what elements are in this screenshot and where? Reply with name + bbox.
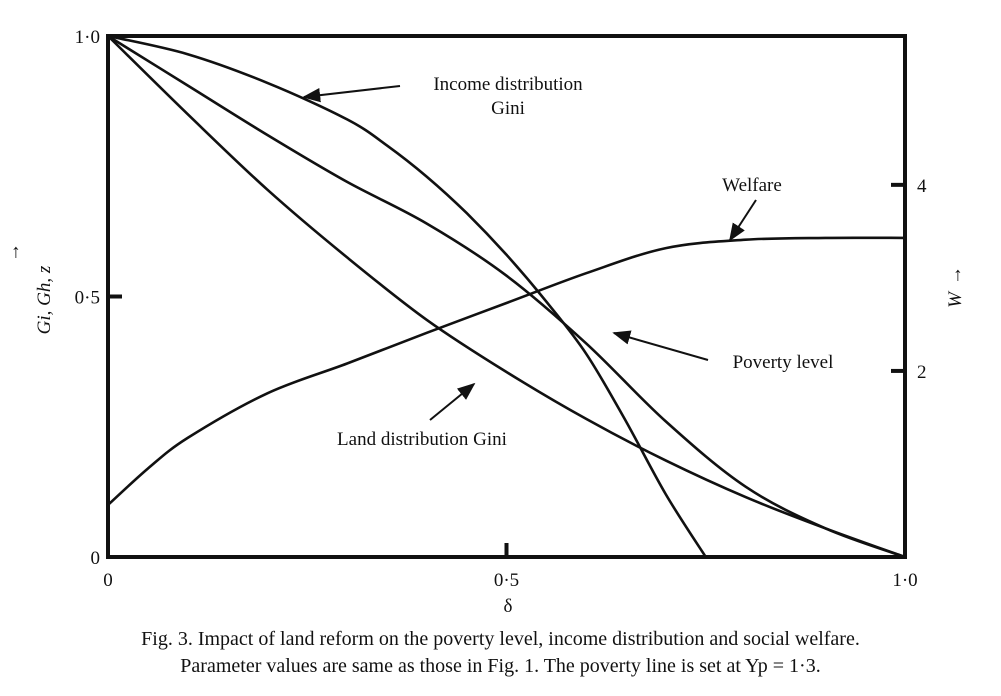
svg-text:Gi, Gh, z: Gi, Gh, z — [34, 265, 55, 334]
annotation-arrow — [429, 382, 476, 421]
annotation-land-distribution-gini: Land distribution Gini — [337, 429, 507, 450]
y-axis-arrow-left: → — [3, 243, 24, 262]
annotation-welfare: Welfare — [722, 175, 782, 196]
series-line-poverty-level — [107, 34, 707, 558]
y-tick-label-right: 2 — [917, 362, 927, 383]
y-axis-arrow-right: → — [945, 266, 966, 285]
x-tick-label: 1·0 — [892, 570, 917, 591]
series-line-land-distribution-gini — [107, 35, 906, 559]
x-tick-label: 0·5 — [494, 570, 519, 591]
curves — [107, 34, 906, 559]
y-tick-label-left: 1·0 — [75, 27, 100, 48]
annotation-arrow — [302, 85, 401, 103]
caption-line-2: Parameter values are same as those in Fi… — [180, 655, 821, 677]
annotation-poverty-level: Poverty level — [733, 352, 834, 373]
ticks: 0 0·5 1·0 0 0·5 1·0 2 4 — [75, 27, 927, 591]
x-tick-label: 0 — [103, 570, 113, 591]
y-axis-label-left: Gi, Gh, z — [34, 265, 55, 334]
y-tick-label-left: 0 — [91, 548, 101, 569]
annotations: Income distribution Gini Welfare Poverty le… — [302, 74, 834, 450]
caption-line-1: Fig. 3. Impact of land reform on the pov… — [141, 628, 860, 650]
y-tick-label-left: 0·5 — [75, 288, 100, 309]
series-line-income-distribution-gini — [107, 34, 906, 559]
y-tick-label-right: 4 — [917, 176, 927, 197]
annotation-income-distribution-gini: Gini — [491, 98, 525, 119]
annotation-arrow — [612, 330, 709, 361]
svg-text:W: W — [945, 290, 966, 308]
annotation-income-distribution-gini: Income distribution — [433, 74, 583, 95]
x-axis-label: δ — [504, 596, 513, 617]
annotation-arrow — [729, 199, 757, 242]
y-axis-label-right: W — [945, 290, 966, 308]
series-line-welfare — [107, 236, 906, 506]
